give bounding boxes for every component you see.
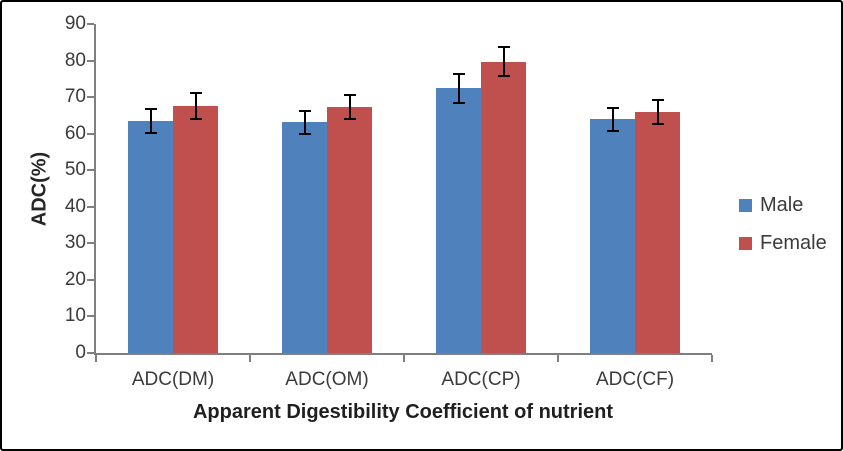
x-category-label-adc-cp: ADC(CP) [441, 369, 521, 390]
y-tick-label-90: 90 [64, 13, 86, 34]
bar-female-adc-dm [173, 106, 218, 353]
error-bar-male-adc-cp [457, 74, 460, 103]
error-bar-male-adc-cf [611, 107, 614, 132]
bar-male-adc-cp [436, 88, 481, 353]
y-tick-label-70: 70 [64, 86, 86, 108]
x-tick-mark [557, 355, 559, 362]
error-bar-cap-top-female-adc-cp [497, 46, 510, 49]
error-bar-cap-top-male-adc-dm [144, 108, 157, 111]
x-tick-mark [249, 355, 251, 362]
error-bar-cap-bottom-male-adc-cf [606, 130, 619, 133]
male-series-swatch-icon [739, 199, 752, 212]
y-tick-label-0: 0 [75, 342, 86, 363]
bar-male-adc-dm [128, 121, 173, 353]
error-bar-cap-bottom-male-adc-om [298, 132, 311, 135]
x-category-label-adc-dm: ADC(DM) [131, 369, 215, 390]
y-tick-mark [87, 169, 94, 172]
y-tick-mark [87, 315, 94, 318]
y-tick-label-60: 60 [64, 122, 86, 144]
error-bar-cap-top-female-adc-om [343, 93, 356, 96]
y-tick-label-40: 40 [64, 195, 86, 217]
y-tick-mark [87, 132, 94, 135]
y-tick-mark [87, 23, 94, 25]
legend-item-female: Female [739, 232, 827, 255]
error-bar-cap-top-female-adc-cf [651, 99, 664, 102]
y-tick-label-50: 50 [64, 159, 86, 181]
y-tick-mark [87, 96, 94, 99]
y-tick-mark [87, 352, 94, 354]
error-bar-female-adc-cf [656, 100, 659, 124]
error-bar-female-adc-cp [502, 47, 505, 77]
bar-male-adc-cf [590, 119, 635, 353]
y-tick-label-80: 80 [64, 49, 86, 71]
y-tick-mark [87, 278, 94, 281]
error-bar-cap-top-male-adc-om [298, 110, 311, 112]
y-tick-label-20: 20 [64, 268, 86, 290]
error-bar-cap-top-female-adc-dm [189, 92, 202, 95]
female-series-swatch-icon [739, 237, 752, 250]
error-bar-female-adc-dm [194, 93, 197, 120]
bar-female-adc-cp [481, 61, 526, 353]
legend: Male Female [739, 194, 827, 255]
x-tick-mark [95, 355, 97, 362]
x-axis-title: Apparent Digestibility Coefficient of nu… [192, 401, 614, 423]
x-tick-mark [711, 355, 713, 362]
bar-female-adc-cf [635, 112, 680, 353]
legend-item-male: Male [739, 194, 827, 217]
error-bar-cap-top-male-adc-cf [606, 106, 619, 109]
x-axis-line [94, 353, 712, 355]
error-bar-cap-bottom-male-adc-dm [144, 132, 157, 135]
error-bar-cap-bottom-female-adc-om [343, 118, 356, 121]
error-bar-female-adc-om [348, 94, 351, 120]
x-category-label-adc-cf: ADC(CF) [595, 369, 675, 390]
y-tick-label-30: 30 [64, 232, 86, 254]
error-bar-cap-top-male-adc-cp [452, 73, 465, 76]
y-tick-label-10: 10 [64, 305, 86, 327]
y-tick-mark [87, 59, 94, 62]
legend-label-male: Male [760, 194, 804, 216]
error-bar-cap-bottom-male-adc-cp [452, 101, 465, 104]
error-bar-male-adc-dm [149, 109, 152, 134]
bar-female-adc-om [327, 106, 372, 353]
error-bar-cap-bottom-female-adc-cp [497, 75, 510, 78]
y-tick-mark [87, 205, 94, 208]
x-category-label-adc-om: ADC(OM) [285, 369, 369, 390]
y-tick-mark [87, 242, 94, 245]
error-bar-cap-bottom-female-adc-dm [189, 118, 202, 121]
error-bar-cap-bottom-female-adc-cf [651, 122, 664, 125]
error-bar-male-adc-om [303, 111, 306, 134]
legend-label-female: Female [760, 232, 827, 254]
x-tick-mark [403, 355, 405, 362]
bar-male-adc-om [282, 122, 327, 353]
y-axis-line [94, 24, 96, 355]
